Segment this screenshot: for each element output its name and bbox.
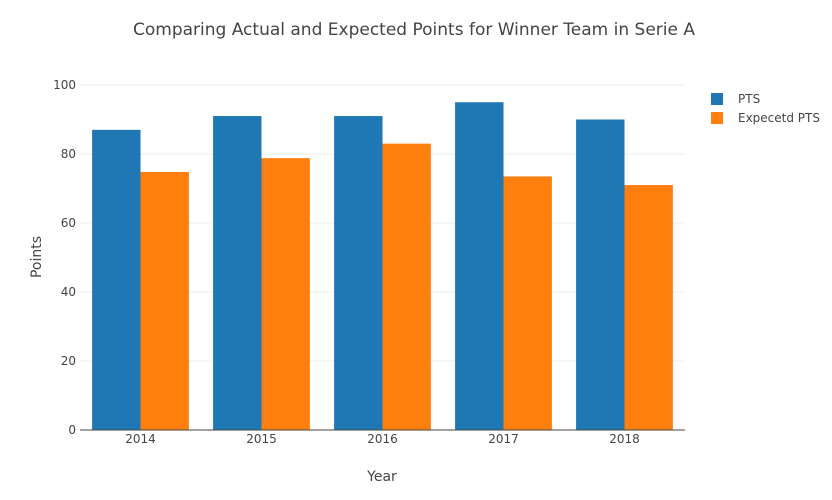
x-tick-label: 2016 [367, 432, 398, 446]
y-tick-label: 20 [61, 354, 76, 368]
y-tick-labels: 0 20 40 60 80 100 [53, 78, 76, 437]
x-tick-label: 2015 [246, 432, 277, 446]
bar-pts-2015[interactable] [213, 116, 262, 431]
chart-title: Comparing Actual and Expected Points for… [133, 20, 695, 40]
legend-label: PTS [738, 92, 760, 106]
bar-expecetd-pts-2017[interactable] [503, 176, 552, 430]
y-tick-label: 60 [61, 216, 76, 230]
bar-expecetd-pts-2014[interactable] [140, 171, 189, 430]
y-tick-label: 80 [61, 147, 76, 161]
x-axis-title: Year [366, 469, 397, 485]
bar-pts-2016[interactable] [334, 116, 383, 431]
bar-pts-2017[interactable] [455, 102, 504, 430]
x-tick-labels: 2014 2015 2016 2017 2018 [125, 432, 640, 446]
y-tick-label: 0 [68, 423, 76, 437]
x-tick-label: 2014 [125, 432, 156, 446]
legend-swatch [711, 93, 723, 105]
y-tick-label: 40 [61, 285, 76, 299]
legend-item-expecetd-pts[interactable]: Expecetd PTS [711, 111, 820, 125]
bar-pts-2018[interactable] [576, 119, 625, 431]
legend-swatch [711, 112, 723, 124]
y-axis-title: Points [29, 236, 45, 278]
bar-expecetd-pts-2015[interactable] [261, 158, 310, 430]
bar-expecetd-pts-2018[interactable] [624, 185, 673, 430]
bar-expecetd-pts-2016[interactable] [382, 143, 431, 430]
legend[interactable]: PTS Expecetd PTS [711, 92, 820, 125]
legend-item-pts[interactable]: PTS [711, 92, 760, 106]
y-tick-label: 100 [53, 78, 76, 92]
x-tick-label: 2018 [609, 432, 640, 446]
legend-label: Expecetd PTS [738, 111, 820, 125]
x-tick-label: 2017 [488, 432, 519, 446]
bars [92, 102, 673, 431]
bar-pts-2014[interactable] [92, 129, 141, 430]
